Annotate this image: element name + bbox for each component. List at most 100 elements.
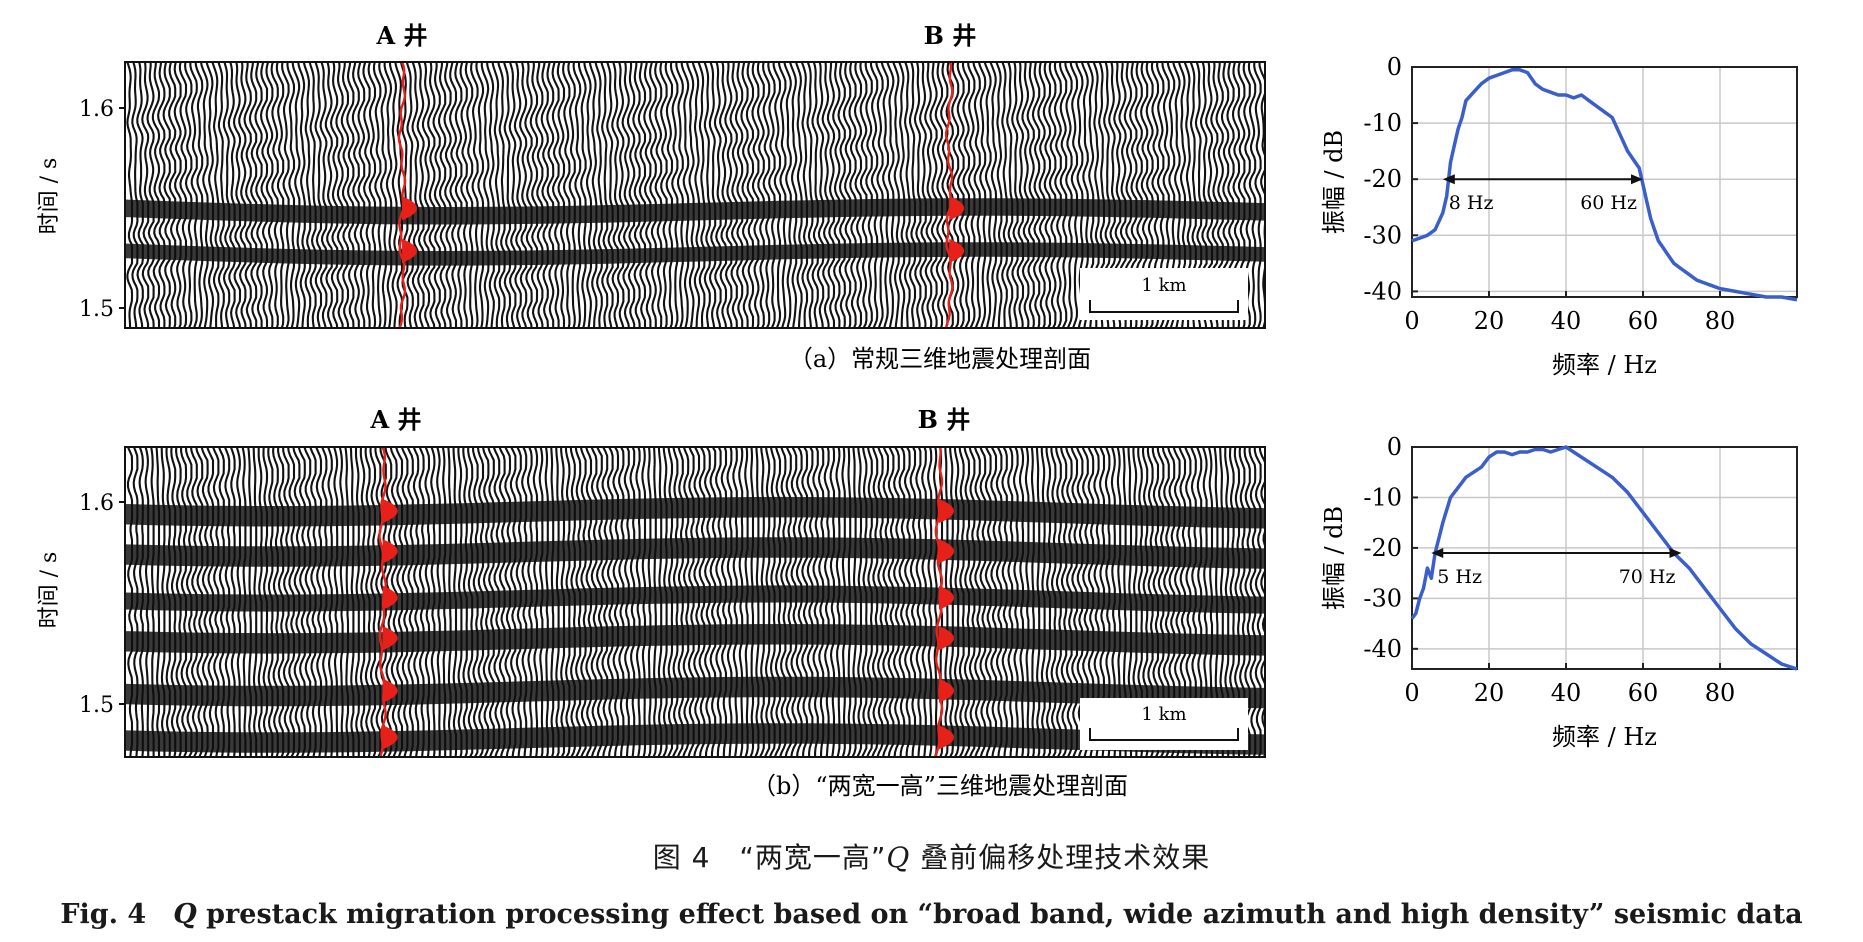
seismic-trace — [972, 62, 981, 328]
seismic-trace — [875, 62, 884, 328]
well-log-peak — [938, 585, 954, 610]
seismic-trace — [929, 62, 938, 328]
seismic-trace — [281, 62, 290, 328]
seismic-trace — [335, 62, 344, 328]
plot-frame — [1411, 66, 1798, 298]
seismic-trace — [756, 62, 765, 328]
seismic-trace — [131, 62, 139, 328]
seismic-event-band — [125, 624, 1265, 656]
well-log-peak — [949, 238, 965, 263]
seismic-trace — [329, 62, 339, 328]
seismic-trace — [588, 62, 598, 328]
section-b-frame — [124, 446, 1266, 758]
seismic-trace — [853, 62, 863, 328]
y-tick-label: -10 — [1363, 109, 1402, 137]
seismic-trace — [438, 62, 447, 328]
seismic-trace — [606, 62, 614, 328]
seismic-trace — [199, 62, 209, 328]
well-log-peak — [938, 539, 954, 564]
seismic-trace — [637, 62, 647, 328]
well-a-label-a: A 井 — [376, 21, 428, 50]
seismic-trace — [903, 62, 911, 328]
seismic-trace — [708, 62, 717, 328]
bandwidth-low-label: 5 Hz — [1437, 566, 1482, 588]
section-b-well-logs — [378, 447, 954, 757]
well-log-peak — [382, 725, 398, 750]
seismic-trace — [416, 62, 425, 328]
seismic-trace — [351, 62, 360, 328]
seismic-trace — [1037, 62, 1046, 328]
seismic-trace — [464, 62, 474, 328]
seismic-trace — [734, 62, 744, 328]
seismic-trace — [480, 62, 490, 328]
plot-area — [1412, 447, 1797, 669]
seismic-trace — [421, 62, 431, 328]
seismic-trace — [367, 62, 377, 328]
seismic-trace — [697, 62, 706, 328]
seismic-trace — [816, 62, 825, 328]
section-b-ytick-1: 1.6 — [79, 491, 114, 516]
seismic-trace — [886, 62, 895, 328]
section-a-ytick-2: 1.5 — [79, 297, 114, 322]
seismic-trace — [806, 62, 814, 328]
bandwidth-high-label: 70 Hz — [1619, 566, 1676, 588]
seismic-trace — [168, 62, 177, 328]
well-log-peak — [938, 626, 954, 651]
seismic-trace — [675, 62, 684, 328]
seismic-trace — [259, 62, 269, 328]
seismic-trace — [243, 62, 252, 328]
seismic-section-b: 1 km A 井 B 井 1.6 1.5 时间 / s （b）“两宽一高”三维地… — [37, 405, 1266, 800]
well-b-label-a: B 井 — [924, 21, 977, 50]
x-axis-label: 频率 / Hz — [1552, 723, 1657, 751]
seismic-trace — [470, 62, 479, 328]
seismic-trace — [1253, 62, 1262, 328]
figure-caption-en: Fig. 4 Q prestack migration processing e… — [0, 892, 1863, 931]
well-log-peak — [382, 499, 398, 523]
seismic-trace — [1048, 62, 1057, 328]
spectrum-line — [1410, 445, 1798, 671]
caption-en-q: Q — [173, 899, 197, 930]
plot-frame — [1411, 446, 1798, 670]
bandwidth-high-label: 60 Hz — [1580, 192, 1637, 214]
seismic-trace — [1021, 62, 1030, 328]
seismic-trace — [173, 62, 182, 328]
section-b-caption: （b）“两宽一高”三维地震处理剖面 — [752, 772, 1128, 800]
seismic-trace — [319, 62, 328, 328]
seismic-trace — [788, 62, 798, 328]
seismic-trace — [751, 62, 760, 328]
seismic-trace — [864, 62, 873, 328]
section-b-ylabel: 时间 / s — [37, 552, 62, 629]
seismic-trace — [940, 62, 949, 328]
section-b-traces — [125, 447, 1265, 757]
seismic-trace — [762, 62, 771, 328]
seismic-trace — [297, 62, 306, 328]
well-log-peak — [402, 238, 418, 263]
seismic-trace — [136, 62, 144, 328]
seismic-trace — [475, 62, 485, 328]
seismic-trace — [411, 62, 420, 328]
seismic-trace — [519, 62, 528, 328]
seismic-trace — [211, 62, 220, 328]
seismic-event-band — [125, 676, 1265, 709]
seismic-trace — [837, 62, 846, 328]
x-tick-label: 80 — [1705, 679, 1736, 707]
seismic-trace — [302, 62, 312, 328]
seismic-trace — [977, 62, 987, 328]
seismic-trace — [621, 62, 630, 328]
seismic-trace — [151, 62, 161, 328]
seismic-trace — [729, 62, 738, 328]
well-log-peak — [938, 678, 954, 703]
x-tick-label: 80 — [1705, 307, 1736, 335]
seismic-trace — [691, 62, 701, 328]
seismic-trace — [842, 62, 852, 328]
seismic-trace — [713, 62, 722, 328]
seismic-trace — [486, 62, 495, 328]
seismic-trace — [669, 62, 679, 328]
seismic-trace — [951, 62, 960, 328]
caption-cn-prefix: 图 4 “两宽一高” — [652, 841, 887, 874]
well-a-label-b: A 井 — [370, 405, 422, 434]
seismic-trace — [1016, 62, 1025, 328]
section-b-scalebar-label: 1 km — [1141, 704, 1186, 725]
seismic-trace — [1001, 62, 1008, 328]
x-tick-label: 0 — [1404, 679, 1419, 707]
